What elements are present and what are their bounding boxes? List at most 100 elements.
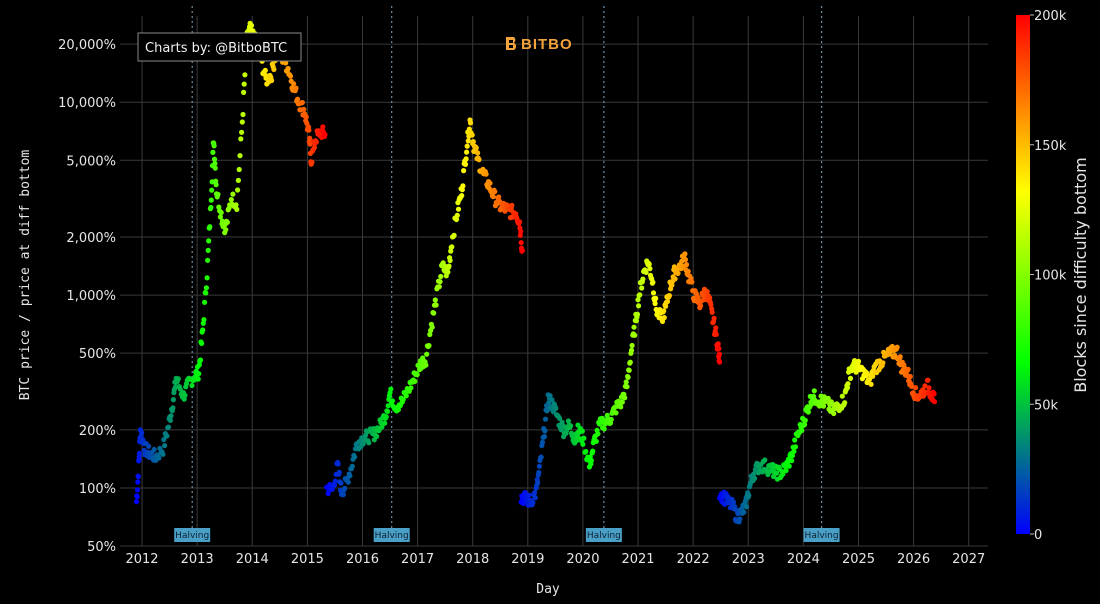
- data-point: [454, 212, 460, 218]
- data-point: [780, 471, 786, 477]
- data-point: [926, 385, 932, 391]
- data-point: [601, 426, 607, 432]
- data-point: [490, 194, 496, 200]
- data-point: [622, 395, 628, 401]
- data-point: [475, 150, 481, 156]
- data-point: [925, 377, 931, 383]
- data-point: [568, 423, 574, 429]
- data-point: [661, 315, 667, 321]
- data-point: [400, 396, 406, 403]
- data-point: [423, 362, 429, 368]
- data-point: [629, 342, 635, 349]
- data-point: [389, 398, 395, 404]
- data-point: [336, 469, 342, 475]
- data-point: [459, 193, 465, 199]
- data-point: [845, 381, 851, 387]
- data-point: [636, 303, 642, 309]
- data-point: [689, 279, 695, 285]
- data-point: [762, 457, 768, 463]
- data-point: [376, 427, 382, 434]
- data-point: [580, 441, 586, 447]
- data-point: [868, 381, 874, 387]
- data-point: [204, 275, 210, 281]
- data-point: [291, 81, 297, 87]
- data-point: [431, 310, 437, 316]
- data-point: [467, 120, 474, 126]
- data-point: [234, 206, 240, 212]
- data-point: [465, 138, 471, 144]
- data-point: [635, 297, 641, 303]
- halving-markers: Halving Halving Halving Halving: [174, 6, 840, 542]
- data-point: [449, 244, 455, 250]
- data-point: [675, 270, 681, 276]
- data-point: [634, 311, 641, 317]
- data-point: [637, 292, 643, 298]
- data-point: [134, 494, 140, 500]
- data-point: [309, 159, 315, 165]
- data-point: [502, 208, 508, 214]
- data-point: [237, 153, 243, 159]
- data-point: [547, 393, 553, 399]
- data-point: [464, 149, 470, 155]
- data-point: [301, 106, 307, 112]
- data-point: [683, 262, 690, 268]
- data-point: [436, 284, 442, 290]
- data-point: [437, 279, 443, 285]
- data-point: [331, 482, 338, 488]
- data-point: [789, 453, 796, 459]
- data-point: [408, 385, 414, 391]
- data-point: [931, 391, 937, 397]
- data-point: [716, 351, 723, 357]
- data-point: [557, 415, 563, 421]
- data-point: [446, 263, 452, 269]
- data-point: [590, 448, 596, 454]
- data-point: [461, 168, 467, 174]
- data-point: [366, 440, 372, 446]
- data-point: [583, 448, 589, 455]
- data-point: [379, 424, 385, 430]
- data-point: [632, 332, 638, 338]
- data-point: [235, 187, 241, 193]
- y-tick-label: 500%: [79, 347, 116, 362]
- data-point: [322, 131, 328, 138]
- data-point: [894, 344, 900, 350]
- data-point: [349, 463, 355, 469]
- data-point: [293, 85, 299, 91]
- data-point: [517, 219, 523, 225]
- data-point: [492, 189, 498, 195]
- data-point: [172, 384, 178, 390]
- data-point: [786, 463, 792, 469]
- data-point: [483, 171, 489, 177]
- credit-box: Charts by: @BitboBTC: [137, 32, 302, 62]
- data-point: [133, 499, 140, 505]
- halving-label: Halving: [175, 531, 209, 541]
- data-point: [426, 343, 432, 349]
- data-point: [707, 295, 713, 301]
- data-point: [799, 427, 805, 433]
- x-tick-label: 2027: [952, 552, 985, 567]
- y-tick-label: 200%: [79, 424, 116, 439]
- data-point: [487, 180, 493, 186]
- data-point: [646, 261, 652, 267]
- y-tick-label: 10,000%: [58, 96, 116, 111]
- x-tick-label: 2019: [511, 552, 544, 567]
- data-point: [783, 467, 789, 474]
- data-point: [652, 300, 658, 307]
- data-point: [650, 279, 656, 285]
- halving-label-box: [803, 528, 840, 542]
- data-point: [201, 317, 207, 323]
- data-point: [624, 384, 630, 390]
- data-point: [792, 444, 799, 450]
- data-point: [713, 331, 719, 337]
- data-point: [385, 403, 391, 409]
- data-point: [271, 66, 277, 72]
- data-point: [532, 495, 538, 501]
- data-point: [235, 177, 241, 183]
- data-point: [853, 369, 859, 375]
- data-point: [751, 471, 757, 477]
- data-point: [168, 413, 174, 419]
- halving-label-box: [373, 528, 410, 542]
- data-point: [217, 214, 223, 220]
- data-point: [311, 145, 317, 151]
- data-point: [744, 504, 750, 510]
